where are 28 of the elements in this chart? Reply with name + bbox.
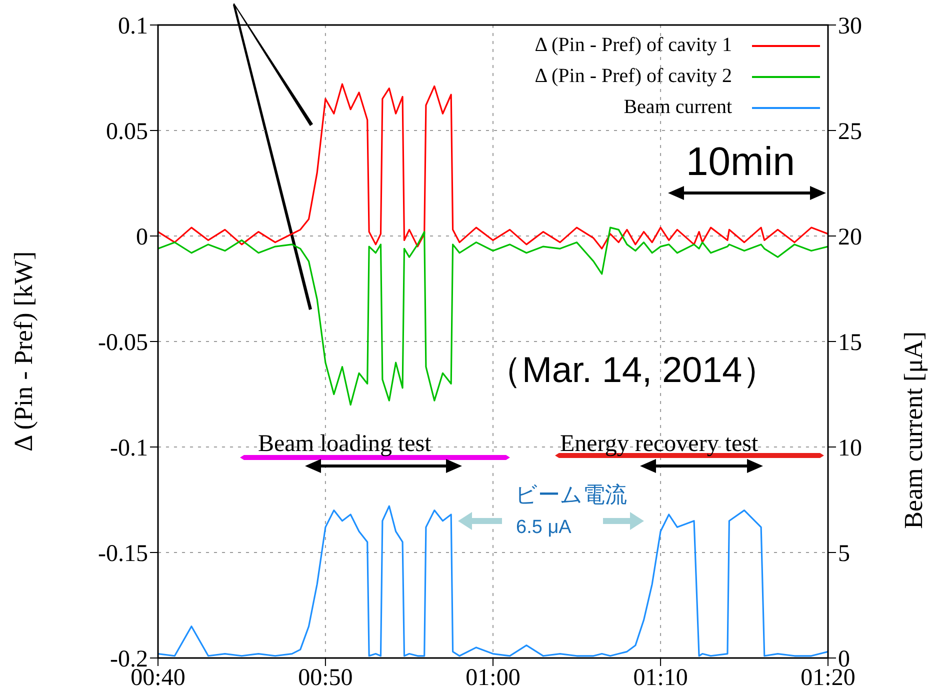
y2-tick-label: 25 <box>838 119 862 146</box>
annotation: Beam loading test <box>258 431 432 457</box>
y-tick-label: -0.05 <box>98 330 148 356</box>
annotation: Energy recovery test <box>560 431 758 457</box>
x-tick-label: 01:10 <box>633 665 688 692</box>
y-tick-label: 0.1 <box>118 14 148 40</box>
y-tick-label: -0.15 <box>98 541 148 568</box>
annotation: （Mar. 14, 2014） <box>486 349 778 390</box>
y2-tick-label: 15 <box>838 330 862 356</box>
y2-axis-title: Beam current [μA] <box>899 332 928 529</box>
y2-tick-label: 5 <box>838 541 850 568</box>
x-tick-label: 01:00 <box>466 665 520 692</box>
legend-label: Δ (Pin - Pref) of cavity 2 <box>534 64 732 89</box>
legend-label: Beam current <box>624 95 732 120</box>
line-series <box>158 505 828 657</box>
annotation: ビーム電流 <box>515 482 627 507</box>
annotation: 10min <box>686 140 795 184</box>
line-series <box>158 226 828 406</box>
legend-label: Δ (Pin - Pref) of cavity 1 <box>534 33 732 58</box>
y2-tick-label: 10 <box>838 436 862 462</box>
y2-tick-label: 20 <box>838 224 862 251</box>
y2-tick-label: 30 <box>838 14 862 40</box>
y-axis-title: Δ (Pin - Pref) [kW] <box>9 251 38 452</box>
annotation: 6.5 μA <box>516 517 572 538</box>
x-tick-label: 00:50 <box>298 665 353 692</box>
y-tick-label: -0.1 <box>110 436 148 462</box>
y-tick-label: 0 <box>136 224 148 251</box>
y-tick-label: 0.05 <box>106 119 148 146</box>
